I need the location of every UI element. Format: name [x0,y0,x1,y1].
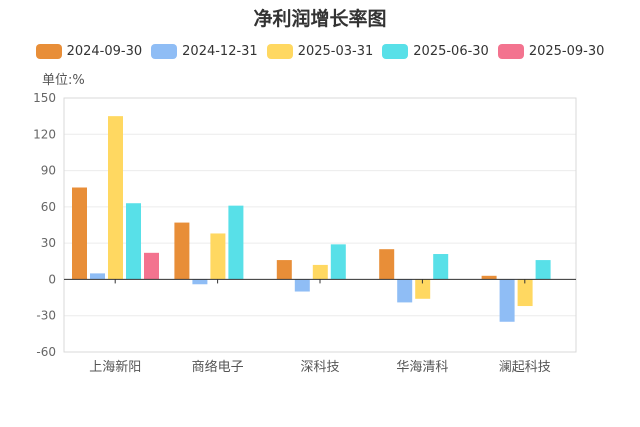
y-tick-label-6: 120 [33,127,56,141]
legend-item-2[interactable]: 2025-03-31 [266,40,374,62]
legend-label-3: 2025-06-30 [413,43,489,59]
legend-item-0[interactable]: 2024-09-30 [35,40,143,62]
x-tick-label-2: 深科技 [300,360,339,375]
bar-4-0 [481,275,497,280]
bar-4-3 [535,260,551,280]
legend-item-4[interactable]: 2025-09-30 [497,40,605,62]
legend-label-0: 2024-09-30 [66,43,143,59]
legend-swatch-2 [266,43,293,59]
y-tick-label-1: -30 [36,309,56,323]
y-tick-label-7: 150 [33,91,56,105]
bar-1-0 [174,222,190,280]
legend-item-3[interactable]: 2025-06-30 [382,40,489,62]
legend-label-2: 2025-03-31 [297,43,374,59]
bar-0-2 [108,116,123,280]
x-tick-label-0: 上海新阳 [89,359,141,375]
legend-swatch-0 [35,43,62,59]
bar-3-3 [433,254,449,280]
bar-2-2 [312,264,328,280]
y-tick-label-2: 0 [48,272,56,286]
bar-2-3 [330,244,346,280]
bar-1-3 [228,205,244,280]
bar-3-2 [415,279,431,299]
legend-swatch-3 [382,43,409,59]
bar-3-1 [397,279,413,303]
bar-1-2 [210,233,226,280]
bar-0-1 [90,273,105,280]
legend-swatch-4 [497,43,524,59]
legend-item-1[interactable]: 2024-12-31 [151,40,258,62]
plot-frame [63,97,577,353]
unit-label: 单位:% [42,73,85,88]
legend-swatch-1 [151,43,178,59]
x-tick-label-1: 商络电子 [192,359,244,375]
chart-title: 净利润增长率图 [253,8,387,30]
chart-legend: 2024-09-30 2024-12-31 2025-03-31 2025-06… [0,40,640,62]
legend-label-1: 2024-12-31 [182,43,258,59]
y-tick-label-4: 60 [41,200,56,214]
bar-4-1 [499,279,515,322]
bar-0-4 [144,252,159,280]
bar-0-0 [72,187,87,280]
bar-3-0 [379,249,395,280]
bar-2-1 [294,279,310,292]
x-tick-label-4: 澜起科技 [499,360,551,375]
bar-0-3 [126,203,141,280]
legend-label-4: 2025-09-30 [528,43,605,59]
y-tick-label-0: -60 [36,345,56,359]
y-tick-label-3: 30 [41,236,56,250]
x-tick-label-3: 华海清科 [396,360,448,375]
bar-4-2 [517,279,533,307]
y-tick-label-5: 90 [41,164,56,178]
bar-1-1 [192,279,208,285]
bar-2-0 [276,260,292,280]
